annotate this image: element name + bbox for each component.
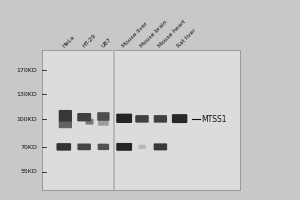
Text: 70KD: 70KD <box>20 145 37 150</box>
Text: 170KD: 170KD <box>16 68 37 73</box>
FancyBboxPatch shape <box>59 110 72 122</box>
FancyBboxPatch shape <box>172 114 187 123</box>
Bar <box>113 50 116 190</box>
Text: Mouse brain: Mouse brain <box>139 19 168 49</box>
FancyBboxPatch shape <box>59 120 72 128</box>
Text: 130KD: 130KD <box>16 92 37 97</box>
Text: Mouse liver: Mouse liver <box>121 21 149 49</box>
Text: U87: U87 <box>100 37 112 49</box>
Text: Mouse heart: Mouse heart <box>157 19 187 49</box>
FancyBboxPatch shape <box>116 143 132 151</box>
Text: 55KD: 55KD <box>20 169 37 174</box>
FancyBboxPatch shape <box>77 113 91 121</box>
FancyBboxPatch shape <box>154 143 167 150</box>
FancyBboxPatch shape <box>98 120 109 126</box>
FancyBboxPatch shape <box>56 143 71 151</box>
FancyBboxPatch shape <box>97 112 110 121</box>
FancyBboxPatch shape <box>116 114 132 123</box>
Text: Rat liver: Rat liver <box>176 28 197 49</box>
Text: MTSS1: MTSS1 <box>201 115 227 124</box>
FancyBboxPatch shape <box>154 115 167 123</box>
Text: HT-29: HT-29 <box>82 33 98 49</box>
FancyBboxPatch shape <box>77 144 91 150</box>
Text: 100KD: 100KD <box>16 117 37 122</box>
Text: HeLa: HeLa <box>62 34 76 49</box>
FancyBboxPatch shape <box>98 144 109 150</box>
FancyBboxPatch shape <box>135 115 149 123</box>
FancyBboxPatch shape <box>138 145 146 149</box>
FancyBboxPatch shape <box>85 119 94 125</box>
